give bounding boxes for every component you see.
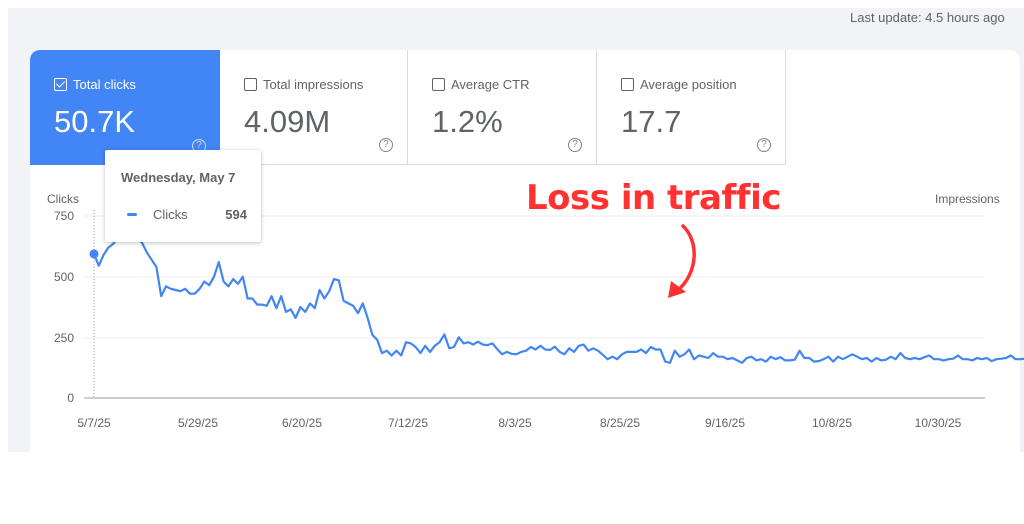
hover-point — [89, 249, 99, 259]
checkbox-icon[interactable] — [244, 78, 257, 91]
metric-label: Total impressions — [263, 77, 364, 92]
metric-value: 1.2% — [432, 104, 503, 139]
metric-label: Average CTR — [451, 77, 530, 92]
x-tick: 8/3/25 — [498, 416, 532, 430]
y-tick: 750 — [53, 209, 74, 223]
checkbox-checked-icon[interactable] — [54, 78, 67, 91]
x-tick: 5/29/25 — [177, 416, 219, 430]
y-axis-title-left: Clicks — [47, 192, 79, 206]
help-icon[interactable]: ? — [379, 138, 393, 152]
help-icon[interactable]: ? — [757, 138, 771, 152]
loss-in-traffic-annotation: Loss in traffic — [526, 178, 781, 218]
metric-card-total-impressions[interactable]: Total impressions 4.09M ? — [220, 50, 408, 165]
checkbox-icon[interactable] — [432, 78, 445, 91]
x-tick: 8/25/25 — [599, 416, 641, 430]
metric-value: 17.7 — [621, 104, 682, 139]
metric-card-average-ctr[interactable]: Average CTR 1.2% ? — [408, 50, 597, 165]
help-icon[interactable]: ? — [568, 138, 582, 152]
x-tick: 10/8/25 — [811, 416, 853, 430]
metric-card-average-position[interactable]: Average position 17.7 ? — [597, 50, 786, 165]
x-tick: 6/20/25 — [281, 416, 323, 430]
y-tick: 0 — [67, 391, 74, 405]
x-tick: 5/7/25 — [77, 416, 111, 430]
chart-tooltip: Wednesday, May 7 Clicks 594 — [105, 150, 261, 242]
metric-label: Average position — [640, 77, 737, 92]
gridlines — [84, 215, 985, 399]
metric-label: Total clicks — [73, 77, 136, 92]
metric-value: 4.09M — [244, 104, 331, 139]
y-tick: 500 — [53, 270, 74, 284]
checkbox-icon[interactable] — [621, 78, 634, 91]
series-swatch-icon — [127, 213, 137, 216]
tooltip-date: Wednesday, May 7 — [121, 170, 236, 185]
y-axis-title-right: Impressions — [935, 192, 1000, 206]
clicks-series-line — [92, 229, 1024, 364]
annotation-arrow-icon — [668, 224, 696, 298]
y-tick: 250 — [53, 331, 74, 345]
metric-card-total-clicks[interactable]: Total clicks 50.7K ? — [30, 50, 220, 165]
tooltip-series-label: Clicks — [153, 207, 188, 222]
metric-value: 50.7K — [54, 104, 136, 139]
tooltip-value: 594 — [225, 207, 247, 222]
x-tick: 9/16/25 — [704, 416, 746, 430]
x-tick: 10/30/25 — [914, 416, 962, 430]
x-tick: 7/12/25 — [387, 416, 429, 430]
last-update-text: Last update: 4.5 hours ago — [850, 10, 1005, 25]
